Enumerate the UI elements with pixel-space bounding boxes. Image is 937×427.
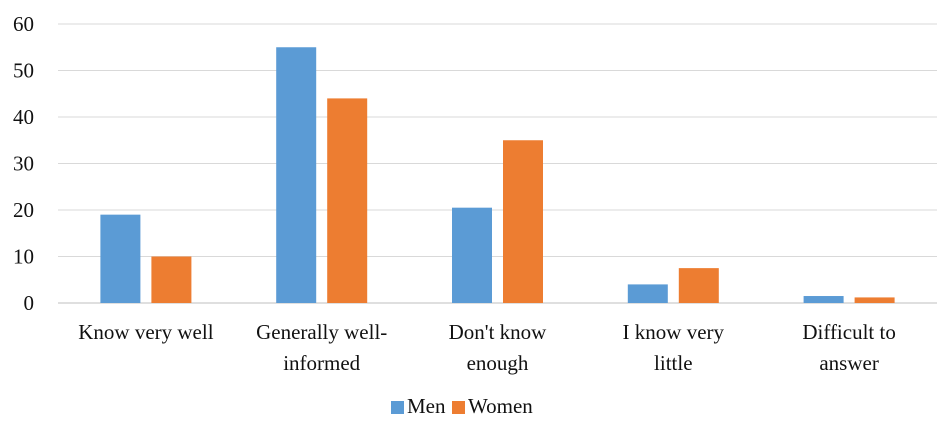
y-tick-label: 60 <box>13 12 34 36</box>
legend-label-women: Women <box>468 394 533 418</box>
category-label: Generally well-informed <box>256 320 387 375</box>
bar-men-2 <box>452 207 492 303</box>
y-tick-label: 10 <box>13 245 34 269</box>
bar-women-0 <box>151 256 192 303</box>
bar-men-0 <box>100 214 141 303</box>
category-label: Difficult to answer <box>802 320 896 375</box>
legend-label-men: Men <box>407 394 446 418</box>
legend-swatch-men <box>391 401 404 414</box>
category-label-line: Don't know <box>449 320 548 344</box>
y-axis-ticks: 0 10 20 30 40 50 60 <box>13 12 34 315</box>
bars <box>100 47 895 304</box>
category-label-line: I know very <box>623 320 725 344</box>
bar-women-3 <box>678 268 719 303</box>
category-label-line: Generally well- <box>256 320 387 344</box>
bar-women-1 <box>327 98 368 304</box>
category-label-line: enough <box>467 351 529 375</box>
y-tick-label: 30 <box>13 152 34 176</box>
x-axis-categories: Know very well Generally well-informed Don… <box>78 320 896 375</box>
category-label-line: Difficult to <box>802 320 896 344</box>
category-label: Don't know enough <box>449 320 548 375</box>
y-tick-label: 0 <box>24 291 35 315</box>
category-label: Know very well <box>78 320 213 344</box>
legend-swatch-women <box>452 401 465 414</box>
category-label-line: little <box>654 351 693 375</box>
y-tick-label: 50 <box>13 59 34 83</box>
legend: Men Women <box>391 394 533 418</box>
category-label: I know very little <box>623 320 725 375</box>
bar-women-2 <box>503 140 543 303</box>
category-label-line: informed <box>283 351 360 375</box>
category-label-line: answer <box>819 351 878 375</box>
bar-men-4 <box>803 296 844 303</box>
bar-men-3 <box>627 284 668 303</box>
gridlines <box>58 23 937 304</box>
y-tick-label: 20 <box>13 198 34 222</box>
bar-women-4 <box>854 297 895 303</box>
category-label-line: Know very well <box>78 320 213 344</box>
bar-men-1 <box>276 47 317 303</box>
y-tick-label: 40 <box>13 105 34 129</box>
